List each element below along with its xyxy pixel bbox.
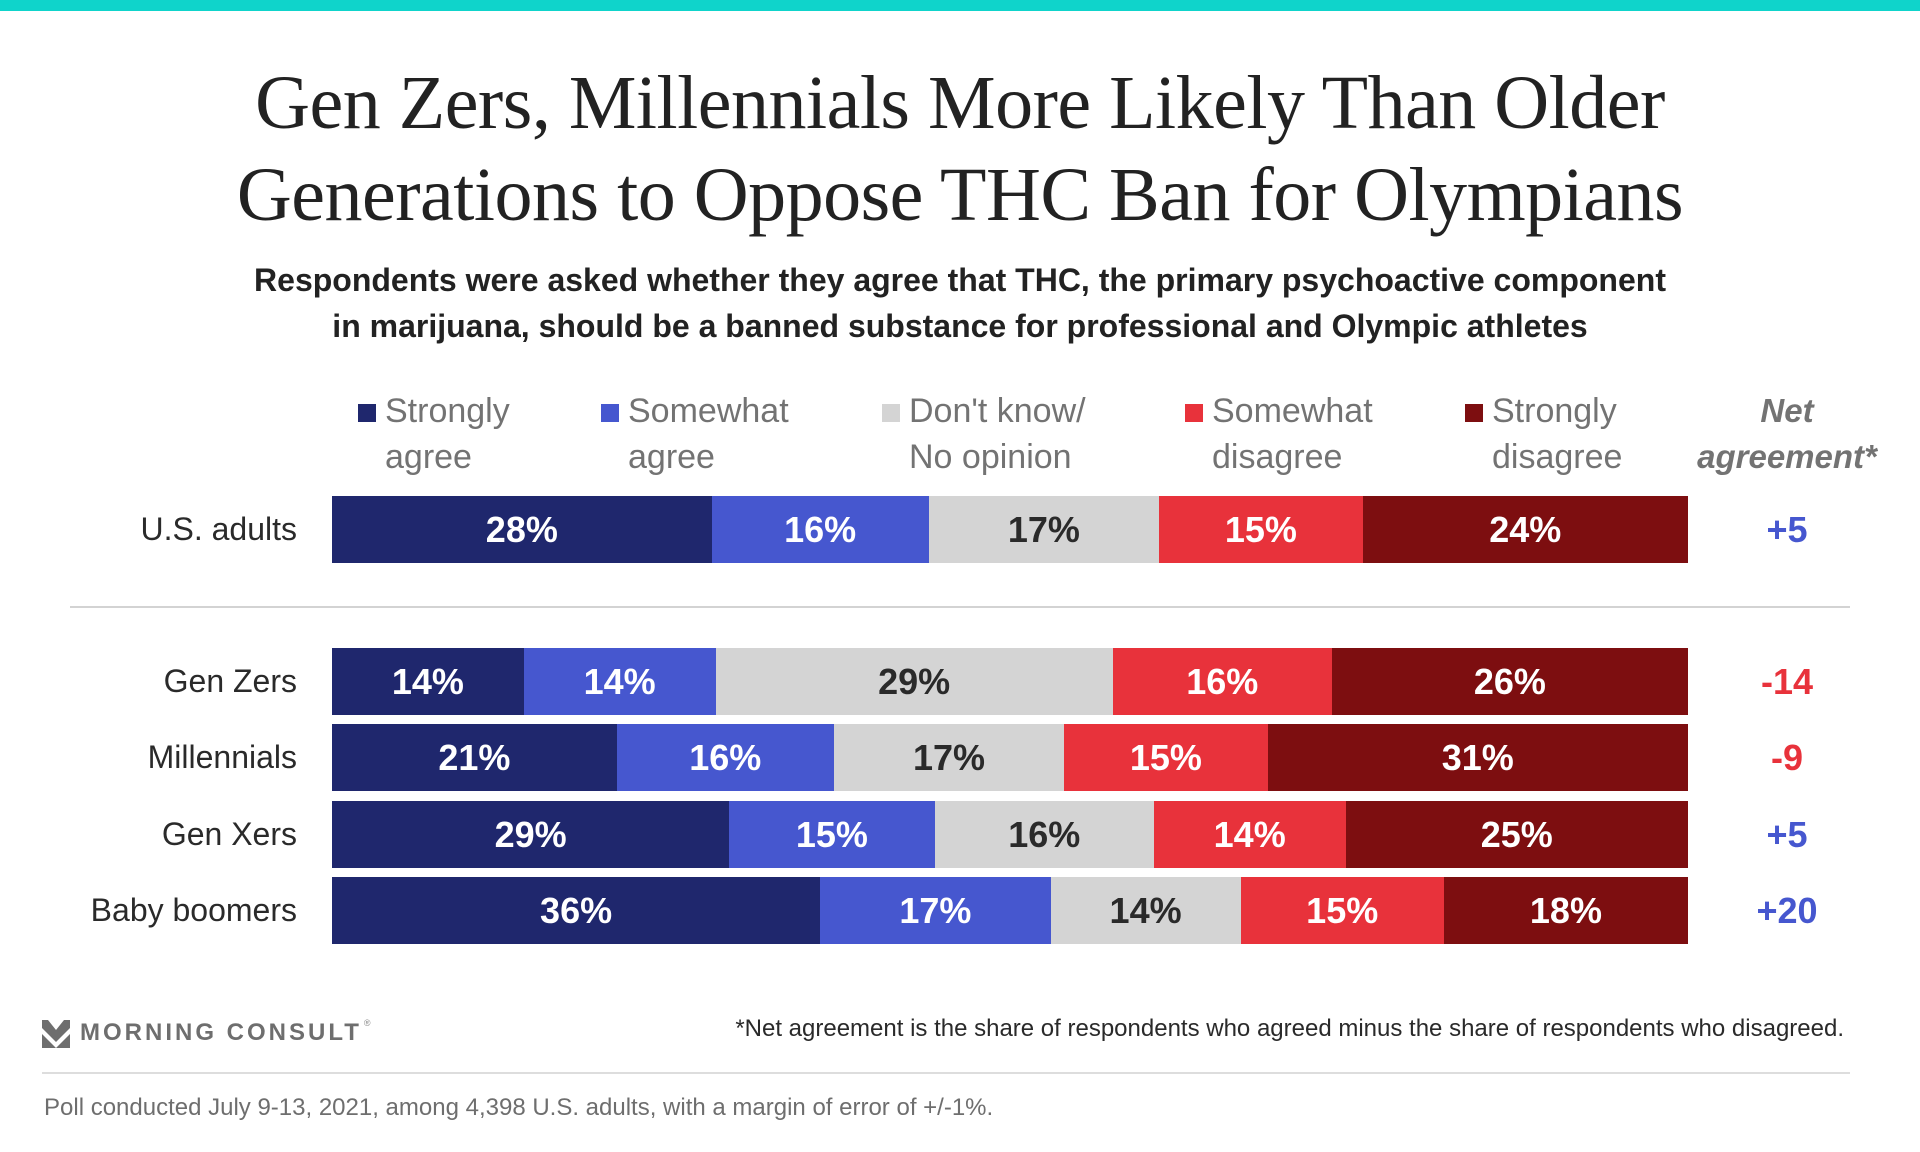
row-label-millennials: Millennials — [147, 739, 297, 775]
bar-segment-strongly-agree: 29% — [332, 801, 730, 868]
bar-segment-strongly-agree: 14% — [332, 648, 524, 715]
net-header-line-1: Net — [1760, 392, 1814, 429]
data-label: 14% — [583, 660, 656, 702]
poll-methodology-note: Poll conducted July 9-13, 2021, among 4,… — [44, 1094, 994, 1121]
data-label: 14% — [1213, 813, 1286, 855]
net-agreement-value-baby-boomers: +20 — [1756, 890, 1818, 931]
bar-segment-somewhat-disagree: 15% — [1159, 496, 1363, 563]
bar-segment-strongly-disagree: 31% — [1267, 724, 1688, 791]
bar-segment-somewhat-agree: 17% — [820, 877, 1051, 944]
brand-name: MORNING CONSULT — [80, 1019, 362, 1046]
bar-row-u-s-adults: 28% 16% 17% 15% 24% — [332, 496, 1688, 563]
chart-subtitle-line-1: Respondents were asked whether they agre… — [254, 262, 1666, 298]
net-agreement-value-gen-xers: +5 — [1766, 814, 1808, 855]
data-label: 36% — [540, 889, 613, 931]
bar-segment-don-t-know-no-opinion: 17% — [833, 724, 1065, 791]
group-separator — [70, 606, 1850, 608]
bar-segment-don-t-know-no-opinion: 17% — [928, 496, 1160, 563]
chart-title-line-2: Generations to Oppose THC Ban for Olympi… — [236, 153, 1684, 237]
legend-swatch-strongly-agree — [358, 404, 376, 422]
legend-label-line-2: agree — [628, 438, 715, 476]
data-label: 28% — [485, 508, 558, 550]
data-label: 15% — [1129, 736, 1202, 778]
data-label: 24% — [1489, 508, 1562, 550]
registered-mark: ® — [363, 1018, 371, 1028]
legend-label-line-1: Somewhat — [628, 392, 789, 430]
bar-row-gen-zers: 14% 14% 29% 16% 26% — [332, 648, 1688, 715]
bar-segment-somewhat-agree: 15% — [729, 801, 935, 868]
legend-swatch-strongly-disagree — [1465, 404, 1483, 422]
bar-segment-don-t-know-no-opinion: 14% — [1050, 877, 1241, 944]
data-label: 15% — [1224, 508, 1297, 550]
bar-row-millennials: 21% 16% 17% 15% 31% — [332, 724, 1688, 791]
data-label: 16% — [689, 736, 762, 778]
data-label: 15% — [1306, 889, 1379, 931]
row-label-u-s-adults: U.S. adults — [140, 511, 297, 547]
bar-segment-strongly-agree: 36% — [332, 877, 821, 944]
legend-label-line-1: Strongly — [1492, 392, 1617, 430]
net-agreement-footnote: *Net agreement is the share of responden… — [735, 1015, 1844, 1042]
bar-segment-strongly-agree: 21% — [332, 724, 617, 791]
net-agreement-header: Net agreement* — [1672, 388, 1902, 480]
data-label: 16% — [784, 508, 857, 550]
legend-label-line-1: Somewhat — [1212, 392, 1373, 430]
bar-row-baby-boomers: 36% 17% 14% 15% 18% — [332, 877, 1688, 944]
legend-label-line-2: agree — [385, 438, 472, 476]
legend-swatch-somewhat-disagree — [1185, 404, 1203, 422]
legend-label-line-1: Don't know/ — [909, 392, 1086, 430]
data-label: 25% — [1480, 813, 1553, 855]
row-label-gen-zers: Gen Zers — [163, 663, 297, 699]
net-agreement-value-millennials: -9 — [1770, 737, 1803, 778]
data-label: 29% — [494, 813, 567, 855]
bar-segment-strongly-disagree: 18% — [1443, 877, 1688, 944]
data-label: 15% — [795, 813, 868, 855]
top-accent-band — [0, 0, 1920, 11]
bar-segment-somewhat-agree: 16% — [616, 724, 834, 791]
legend-label-line-2: No opinion — [909, 438, 1072, 476]
data-label: 29% — [878, 660, 951, 702]
bar-segment-don-t-know-no-opinion: 29% — [715, 648, 1113, 715]
data-label: 14% — [391, 660, 464, 702]
morning-consult-mark-icon — [42, 1020, 70, 1048]
data-label: 17% — [899, 889, 972, 931]
data-label: 14% — [1109, 889, 1182, 931]
legend-swatch-dont-know — [882, 404, 900, 422]
data-label: 21% — [438, 736, 511, 778]
bar-segment-strongly-disagree: 24% — [1362, 496, 1688, 563]
legend-swatch-somewhat-agree — [601, 404, 619, 422]
bar-segment-somewhat-agree: 16% — [711, 496, 929, 563]
bar-segment-somewhat-agree: 14% — [523, 648, 716, 715]
legend-label-line-2: disagree — [1492, 438, 1623, 476]
data-label: 26% — [1473, 660, 1546, 702]
net-agreement-value-u-s-adults: +5 — [1766, 509, 1808, 550]
chart-subtitle-line-2: in marijuana, should be a banned substan… — [332, 308, 1588, 344]
bar-segment-don-t-know-no-opinion: 16% — [934, 801, 1154, 868]
bar-segment-somewhat-disagree: 15% — [1240, 877, 1444, 944]
bar-segment-somewhat-disagree: 15% — [1064, 724, 1268, 791]
data-label: 16% — [1186, 660, 1259, 702]
row-label-baby-boomers: Baby boomers — [90, 892, 297, 928]
bar-segment-strongly-agree: 28% — [332, 496, 712, 563]
net-header-line-2: agreement* — [1697, 438, 1877, 475]
data-label: 16% — [1008, 813, 1081, 855]
footer-divider — [42, 1072, 1850, 1074]
bar-segment-strongly-disagree: 25% — [1345, 801, 1688, 868]
data-label: 17% — [912, 736, 985, 778]
bar-segment-somewhat-disagree: 16% — [1112, 648, 1332, 715]
bar-row-gen-xers: 29% 15% 16% 14% 25% — [332, 801, 1688, 868]
legend-label-line-1: Strongly — [385, 392, 510, 430]
bar-segment-somewhat-disagree: 14% — [1153, 801, 1346, 868]
data-label: 31% — [1441, 736, 1514, 778]
data-label: 18% — [1529, 889, 1602, 931]
net-agreement-value-gen-zers: -14 — [1760, 661, 1814, 702]
data-label: 17% — [1007, 508, 1080, 550]
chart-title-line-1: Gen Zers, Millennials More Likely Than O… — [255, 61, 1665, 145]
bar-segment-strongly-disagree: 26% — [1331, 648, 1688, 715]
row-label-gen-xers: Gen Xers — [161, 816, 297, 852]
morning-consult-logo: MORNING CONSULT ® — [42, 1018, 371, 1048]
legend-label-line-2: disagree — [1212, 438, 1343, 476]
